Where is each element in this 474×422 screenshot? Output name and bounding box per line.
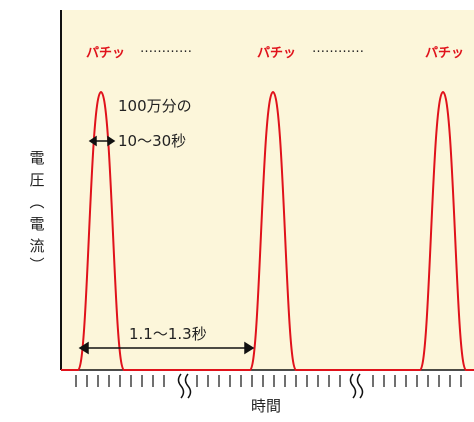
y-axis-char: 圧 bbox=[29, 171, 44, 189]
dots-2: ………… bbox=[312, 41, 364, 56]
pulse-width-label-line2: 10〜30秒 bbox=[118, 132, 186, 150]
x-axis-label: 時間 bbox=[251, 397, 281, 415]
axis-break-mark bbox=[177, 373, 192, 399]
plot-background bbox=[61, 10, 474, 370]
interval-label: 1.1〜1.3秒 bbox=[129, 325, 207, 343]
axis-break-mark bbox=[349, 373, 364, 399]
pulse-3 bbox=[419, 90, 474, 371]
pulse-1 bbox=[61, 90, 250, 371]
y-axis-label: 電 圧 ︵ 電 流 ︶ bbox=[29, 149, 44, 274]
dots-1: ………… bbox=[140, 41, 192, 56]
y-axis-char: ︵ bbox=[29, 193, 44, 211]
pulse-curves bbox=[61, 90, 474, 371]
time-tick-marks bbox=[75, 375, 462, 387]
y-axis-char: 電 bbox=[29, 149, 44, 167]
pulse-2 bbox=[249, 90, 420, 371]
pulse-width-arrow bbox=[88, 135, 116, 147]
y-axis-char: 流 bbox=[29, 237, 44, 255]
snap-label-1: パチッ bbox=[86, 46, 125, 61]
y-axis-char: 電 bbox=[29, 215, 44, 233]
interval-arrow bbox=[78, 341, 255, 355]
snap-label-3: パチッ bbox=[425, 46, 464, 61]
pulse-width-label-line1: 100万分の bbox=[118, 97, 192, 115]
snap-label-2: パチッ bbox=[257, 46, 296, 61]
y-axis-char: ︶ bbox=[29, 256, 44, 274]
